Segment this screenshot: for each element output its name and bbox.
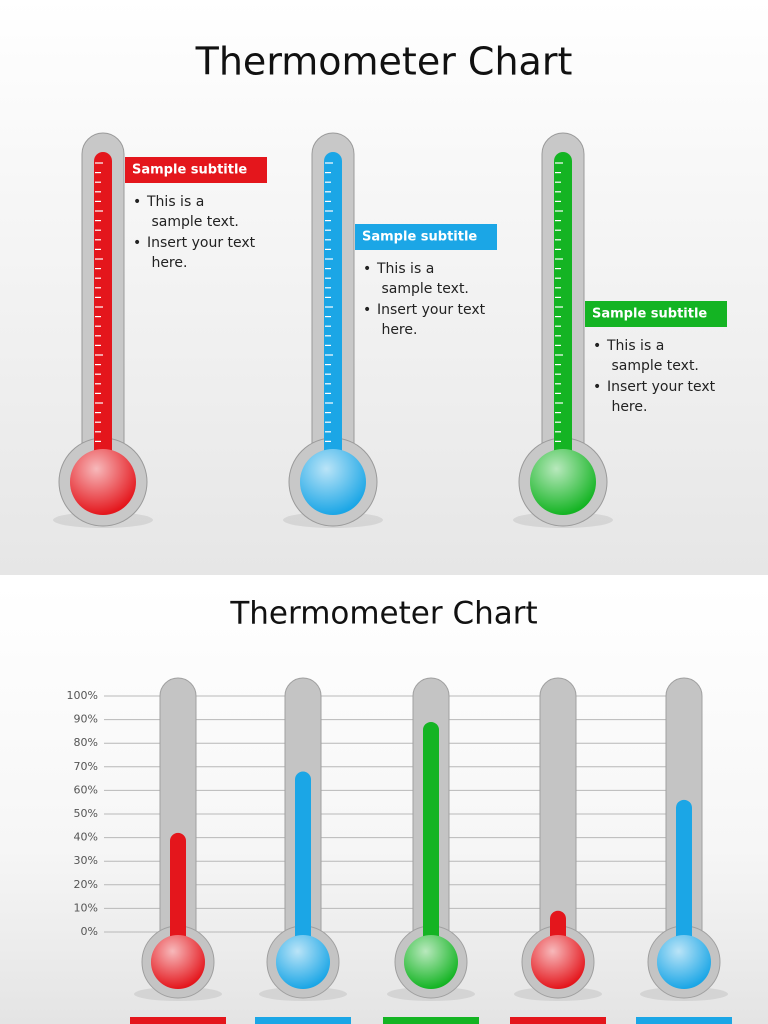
- bullet-text: This is a sample text.: [606, 338, 699, 374]
- bar: [170, 832, 186, 962]
- subtitle-box: [585, 301, 727, 327]
- bullet-dot: •: [363, 302, 371, 318]
- category-swatch: [255, 1017, 351, 1024]
- bullet-dot: •: [593, 338, 601, 354]
- slide-background: [0, 585, 768, 1024]
- bulb-shine: [300, 449, 366, 515]
- bullet-dot: •: [133, 235, 141, 251]
- y-tick-label: 40%: [74, 831, 98, 844]
- subtitle-box: [355, 224, 497, 250]
- y-tick-label: 90%: [74, 713, 98, 726]
- bar: [676, 799, 692, 962]
- bulb-shine: [276, 935, 330, 989]
- subtitle: Sample subtitle: [362, 230, 477, 245]
- y-tick-label: 0%: [81, 925, 98, 938]
- bullet-text: Insert your text here.: [607, 379, 716, 415]
- y-tick-label: 60%: [74, 783, 98, 796]
- bulb-shine: [657, 935, 711, 989]
- bulb-shine: [530, 449, 596, 515]
- bullet-dot: •: [363, 261, 371, 277]
- category-swatch: [636, 1017, 732, 1024]
- bullet-text: This is a sample text.: [146, 194, 239, 230]
- chart-title: Thermometer Chart: [229, 596, 537, 632]
- category-swatch: [510, 1017, 606, 1024]
- subtitle-box: [125, 157, 267, 183]
- y-tick-label: 100%: [67, 689, 98, 702]
- bullet-dot: •: [593, 379, 601, 395]
- y-tick-label: 30%: [74, 854, 98, 867]
- bulb-shine: [151, 935, 205, 989]
- category-swatch: [130, 1017, 226, 1024]
- y-tick-label: 70%: [74, 760, 98, 773]
- bullet-text: This is a sample text.: [376, 261, 469, 297]
- bullet-text: Insert your text here.: [147, 235, 256, 271]
- slide-title: Thermometer Chart: [195, 40, 573, 84]
- y-tick-label: 20%: [74, 878, 98, 891]
- category-swatch: [383, 1017, 479, 1024]
- y-tick-label: 80%: [74, 736, 98, 749]
- bulb-shine: [404, 935, 458, 989]
- subtitle: Sample subtitle: [592, 307, 707, 322]
- bullet-text: Insert your text here.: [377, 302, 486, 338]
- bulb-shine: [70, 449, 136, 515]
- bullet-dot: •: [133, 194, 141, 210]
- subtitle: Sample subtitle: [132, 163, 247, 178]
- bar: [423, 721, 439, 962]
- y-tick-label: 10%: [74, 901, 98, 914]
- bulb-shine: [531, 935, 585, 989]
- bar: [295, 771, 311, 962]
- y-tick-label: 50%: [74, 807, 98, 820]
